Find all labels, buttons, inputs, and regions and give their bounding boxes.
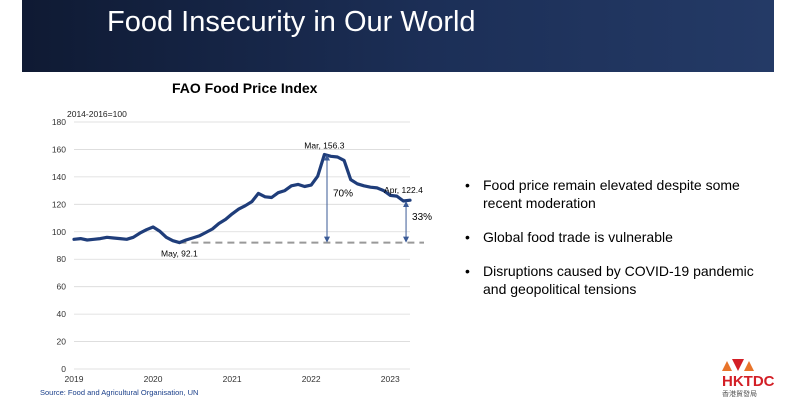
change-arrow-head [323,154,330,161]
food-price-index-line [72,152,412,245]
change-percent-label: 70% [333,189,353,200]
bullet-item: • Global food trade is vulnerable [465,228,765,246]
x-tick-label: 2020 [144,374,163,384]
source-note: Source: Food and Agricultural Organisati… [40,388,199,397]
change-arrow-head [403,201,410,208]
y-tick-label: 80 [57,254,67,264]
point-annotation: Mar, 156.3 [304,141,344,151]
bullet-dot: • [465,263,470,279]
x-tick-label: 2023 [381,374,400,384]
chart-annotations: Mar, 156.3 May, 92.1 Apr, 122.4 70% 33% [161,141,432,259]
change-arrows [323,154,410,243]
y-tick-label: 160 [52,144,66,154]
chart-title: FAO Food Price Index [172,80,318,96]
title-banner: Food Insecurity in Our World [22,0,774,72]
fao-chart: 0 20 40 60 80 100 120 140 160 180 2019 2020 2021 202… [52,117,432,384]
bullet-text: Food price remain elevated despite some … [483,177,740,211]
y-axis-ticks: 0 20 40 60 80 100 120 140 160 180 [52,117,66,374]
y-tick-label: 0 [61,364,66,374]
point-annotation: May, 92.1 [161,249,198,259]
y-tick-label: 60 [57,282,67,292]
change-arrow-head [403,236,410,243]
y-tick-label: 20 [57,337,67,347]
x-axis-ticks: 2019 2020 2021 2022 2023 [65,374,400,384]
x-tick-label: 2022 [302,374,321,384]
bullet-item: • Disruptions caused by COVID-19 pandemic… [465,262,765,298]
y-tick-label: 120 [52,199,66,209]
x-tick-label: 2021 [223,374,242,384]
logo-subtext: 香港貿發局 [722,391,757,398]
y-tick-label: 100 [52,227,66,237]
bullet-item: • Food price remain elevated despite some… [465,176,765,212]
change-percent-label: 33% [412,212,432,223]
point-annotation: Apr, 122.4 [384,185,423,195]
y-tick-label: 180 [52,117,66,127]
bullet-text: Disruptions caused by COVID-19 pandemic … [483,263,754,297]
bullet-dot: • [465,229,470,245]
y-tick-label: 140 [52,172,66,182]
change-arrow-head [323,236,330,243]
hktdc-logo-mark [722,359,754,371]
chart-gridlines [74,121,410,370]
x-tick-label: 2019 [65,374,84,384]
bullet-dot: • [465,177,470,193]
series-lines [72,152,412,245]
y-tick-label: 40 [57,309,67,319]
bullet-text: Global food trade is vulnerable [483,229,673,245]
bullet-list: • Food price remain elevated despite some… [465,176,765,314]
slide-title: Food Insecurity in Our World [107,6,476,38]
chart-base-note: 2014-2016=100 [67,109,127,119]
logo-text: HKTDC [722,373,775,390]
